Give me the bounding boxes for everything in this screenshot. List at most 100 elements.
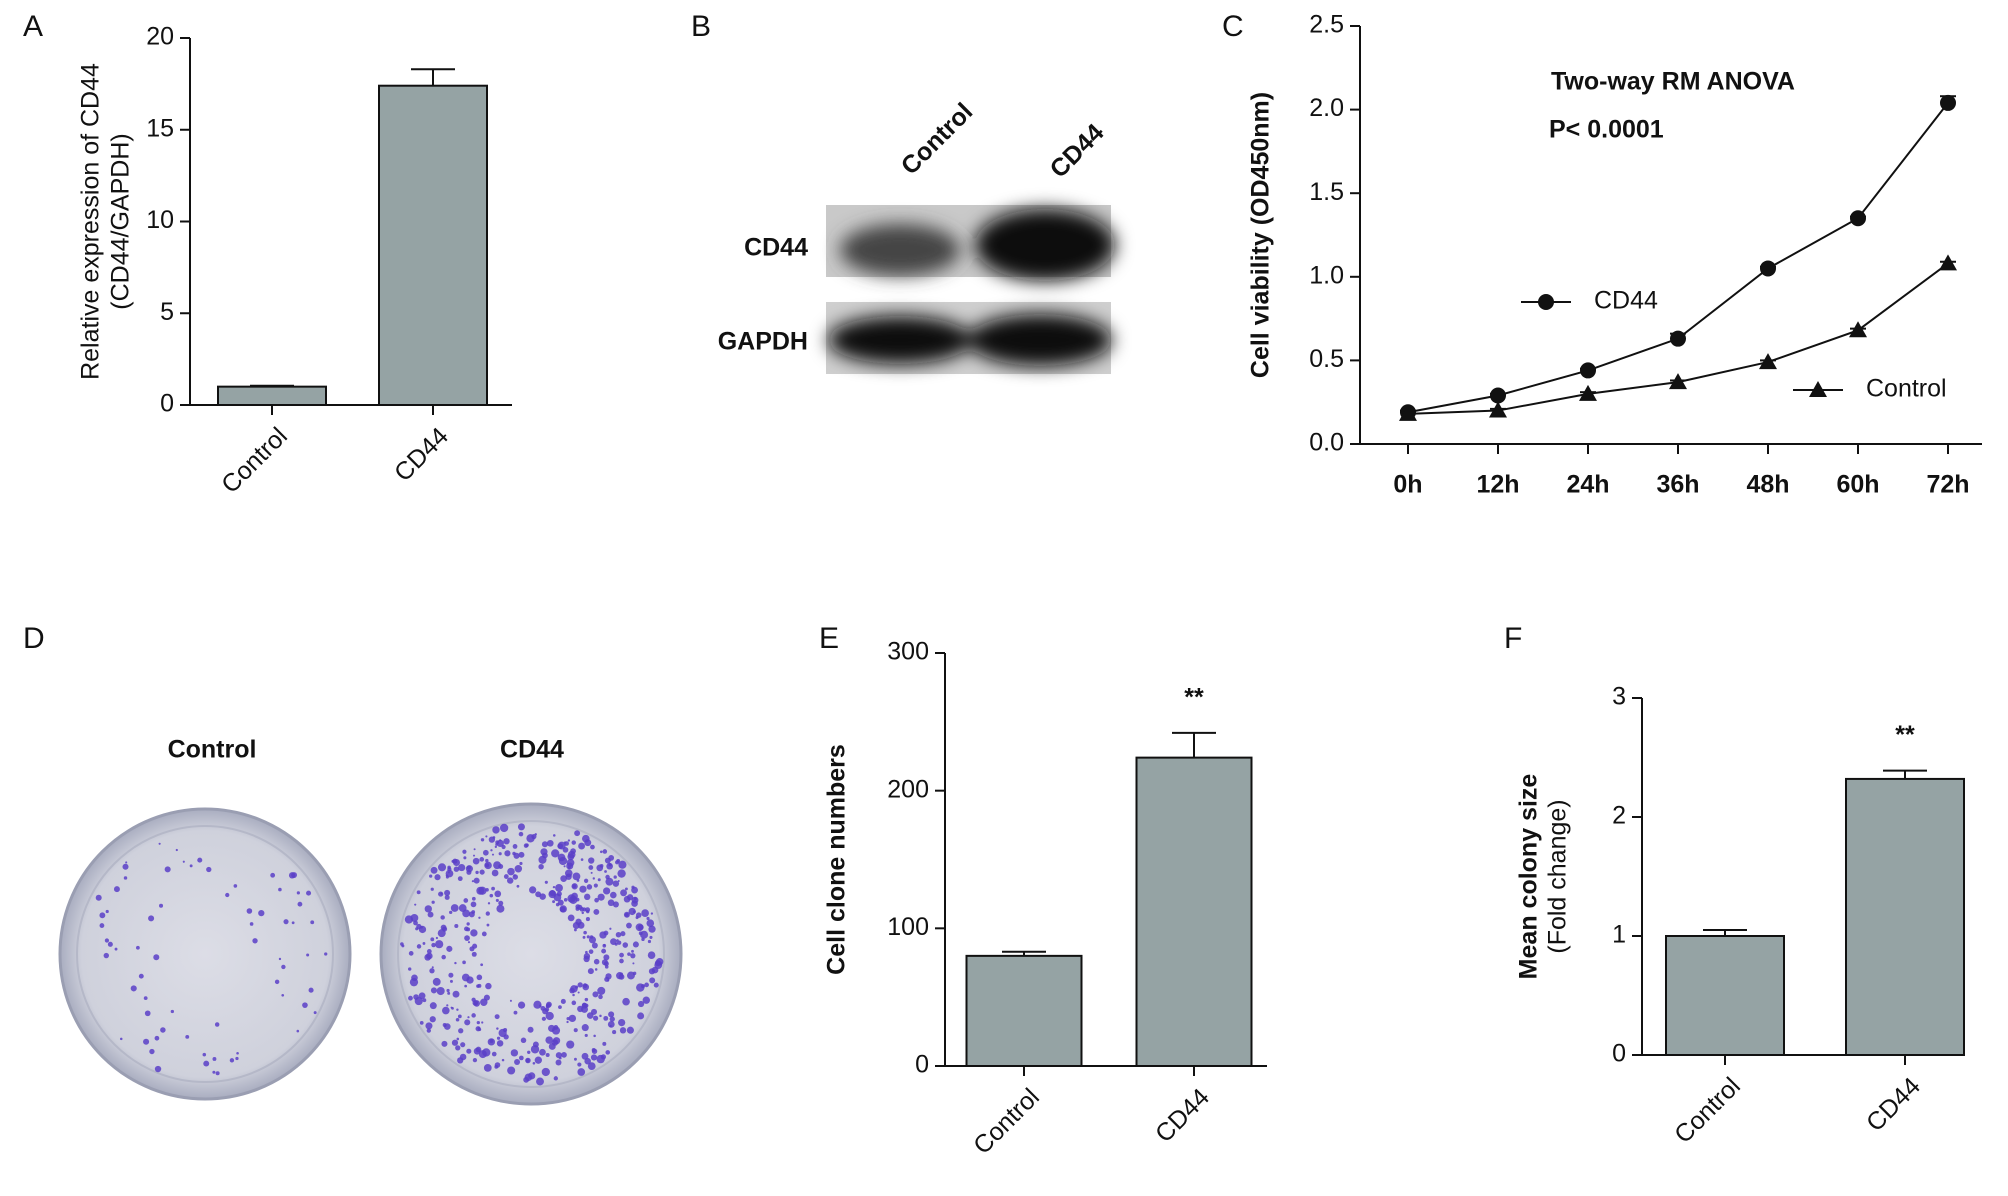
colony (429, 1016, 436, 1023)
colony (480, 838, 485, 842)
marker (1849, 321, 1867, 338)
colony (518, 1055, 524, 1061)
colony (541, 1067, 550, 1077)
colony (492, 826, 500, 834)
colony (479, 869, 485, 875)
colony (113, 886, 120, 893)
colony (599, 864, 604, 868)
colony (494, 1014, 500, 1020)
colony (557, 853, 566, 862)
colony (105, 909, 109, 914)
colony (618, 860, 627, 869)
y-tick-label: 3 (1612, 683, 1626, 711)
legend-label: CD44 (1594, 287, 1658, 315)
colony (588, 949, 594, 954)
colony (458, 1028, 464, 1034)
colony (495, 898, 499, 902)
colony (630, 953, 636, 959)
y-tick-label: 1.0 (1309, 261, 1344, 289)
colony (122, 863, 129, 870)
colony (552, 900, 556, 904)
colony (175, 848, 178, 852)
colony (473, 1000, 481, 1007)
colony (477, 983, 482, 988)
colony (464, 926, 469, 932)
bar (1135, 756, 1253, 1067)
colony (627, 952, 631, 956)
colony (588, 857, 595, 864)
colony (623, 911, 630, 918)
colony (603, 1015, 609, 1021)
colony (473, 854, 476, 857)
colony (601, 959, 608, 966)
y-tick-label: 300 (887, 638, 929, 666)
colony (429, 1002, 437, 1010)
colony (632, 941, 639, 948)
colony (616, 972, 624, 980)
colony (462, 960, 466, 965)
colony (586, 935, 590, 939)
colony (641, 937, 645, 942)
colony (566, 1020, 569, 1024)
marker (1670, 330, 1686, 347)
y-axis-label: Cell viability (OD450nm) (1247, 92, 1275, 378)
legend-marker (1538, 294, 1554, 310)
colony (496, 1036, 501, 1040)
colony (249, 922, 254, 926)
colony (582, 834, 590, 843)
colony (637, 1012, 645, 1020)
colony (441, 1040, 448, 1047)
colony (422, 942, 426, 945)
colony (653, 982, 659, 988)
colony (437, 863, 447, 872)
colony (278, 887, 282, 892)
colony (593, 958, 600, 965)
colony (622, 942, 629, 948)
colony (485, 982, 492, 990)
x-tick-label: 72h (1926, 471, 1969, 499)
colony (203, 1060, 210, 1067)
colony (546, 839, 554, 847)
colony (647, 939, 652, 944)
colony (584, 997, 589, 1002)
colony (164, 866, 171, 873)
colony (607, 899, 615, 907)
colony (602, 943, 607, 948)
bar (965, 954, 1083, 1067)
colony (525, 1058, 530, 1063)
y-tick-label: 10 (146, 206, 174, 234)
plate-label: CD44 (500, 736, 564, 764)
colony (507, 867, 515, 876)
colony (567, 839, 571, 842)
colony (572, 993, 575, 997)
colony (408, 967, 412, 971)
colony (158, 842, 161, 845)
colony (640, 930, 649, 939)
colony (558, 1005, 562, 1009)
colony (626, 922, 632, 929)
colony (466, 922, 470, 926)
marker (1399, 404, 1417, 421)
colony (447, 867, 452, 872)
colony (551, 1026, 561, 1035)
colony (533, 1000, 542, 1009)
plate-rim (76, 825, 334, 1083)
colony (454, 923, 459, 929)
colony (252, 938, 258, 944)
y-axis-label: Relative expression of CD44 (77, 63, 105, 380)
colony (481, 931, 487, 937)
colony (647, 951, 656, 959)
colony (635, 923, 644, 932)
colony (594, 968, 598, 971)
colony (620, 931, 626, 937)
colony (581, 1024, 589, 1032)
colony (119, 1037, 123, 1041)
colony (473, 848, 476, 851)
y-tick-label: 0 (915, 1051, 929, 1079)
colony (470, 901, 477, 908)
colony (574, 928, 577, 932)
colony (566, 1040, 575, 1049)
colony (555, 1059, 562, 1066)
colony (138, 973, 144, 979)
